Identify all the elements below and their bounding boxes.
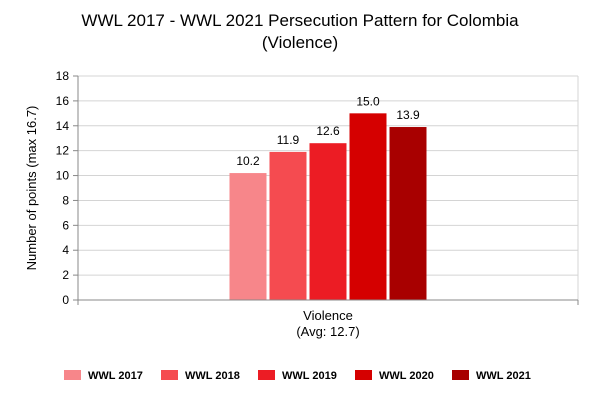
legend-label: WWL 2017	[88, 370, 143, 382]
gridlines	[78, 75, 579, 300]
bar-wwl-2018	[269, 151, 307, 300]
bars	[229, 113, 427, 301]
y-tick-label: 14	[56, 119, 70, 133]
data-label: 13.9	[396, 108, 420, 122]
x-category-label: Violence	[303, 308, 353, 323]
y-tick-label: 18	[56, 69, 70, 83]
y-tick-label: 16	[56, 94, 70, 108]
legend-swatch	[64, 370, 81, 380]
bar-wwl-2019	[309, 143, 347, 300]
y-tick-label: 0	[62, 293, 69, 307]
bar-wwl-2017	[229, 173, 267, 300]
legend-label: WWL 2020	[379, 370, 434, 382]
y-axis: 0 2 4 6 8 10 12 14 16 18	[56, 69, 79, 307]
legend-label: WWL 2018	[185, 370, 240, 382]
legend-swatch	[258, 370, 275, 380]
data-label: 12.6	[316, 124, 340, 138]
legend-swatch	[355, 370, 372, 380]
legend-swatch	[161, 370, 178, 380]
x-axis: Violence(Avg: 12.7)	[77, 299, 579, 339]
y-tick-label: 6	[62, 218, 69, 232]
bar-wwl-2021	[389, 127, 427, 301]
data-label: 11.9	[277, 133, 300, 147]
y-tick-label: 10	[56, 169, 70, 183]
x-category-sublabel: (Avg: 12.7)	[296, 324, 359, 339]
data-labels: 10.2 11.9 12.6 15.0 13.9	[236, 94, 420, 168]
chart-title: WWL 2017 - WWL 2021 Persecution Pattern …	[81, 11, 519, 30]
y-tick-label: 4	[62, 243, 69, 257]
legend-label: WWL 2021	[476, 370, 531, 382]
data-label: 15.0	[356, 94, 380, 108]
data-label: 10.2	[236, 154, 260, 168]
y-tick-label: 2	[62, 268, 69, 282]
y-tick-label: 12	[56, 144, 70, 158]
legend-swatch	[452, 370, 469, 380]
y-tick-label: 8	[62, 193, 69, 207]
legend-label: WWL 2019	[282, 370, 337, 382]
y-axis-label: Number of points (max 16.7)	[24, 106, 39, 271]
bar-wwl-2020	[349, 113, 387, 300]
legend: WWL 2017 WWL 2018 WWL 2019 WWL 2020 WWL 2021	[64, 370, 531, 382]
chart-subtitle: (Violence)	[261, 33, 339, 52]
